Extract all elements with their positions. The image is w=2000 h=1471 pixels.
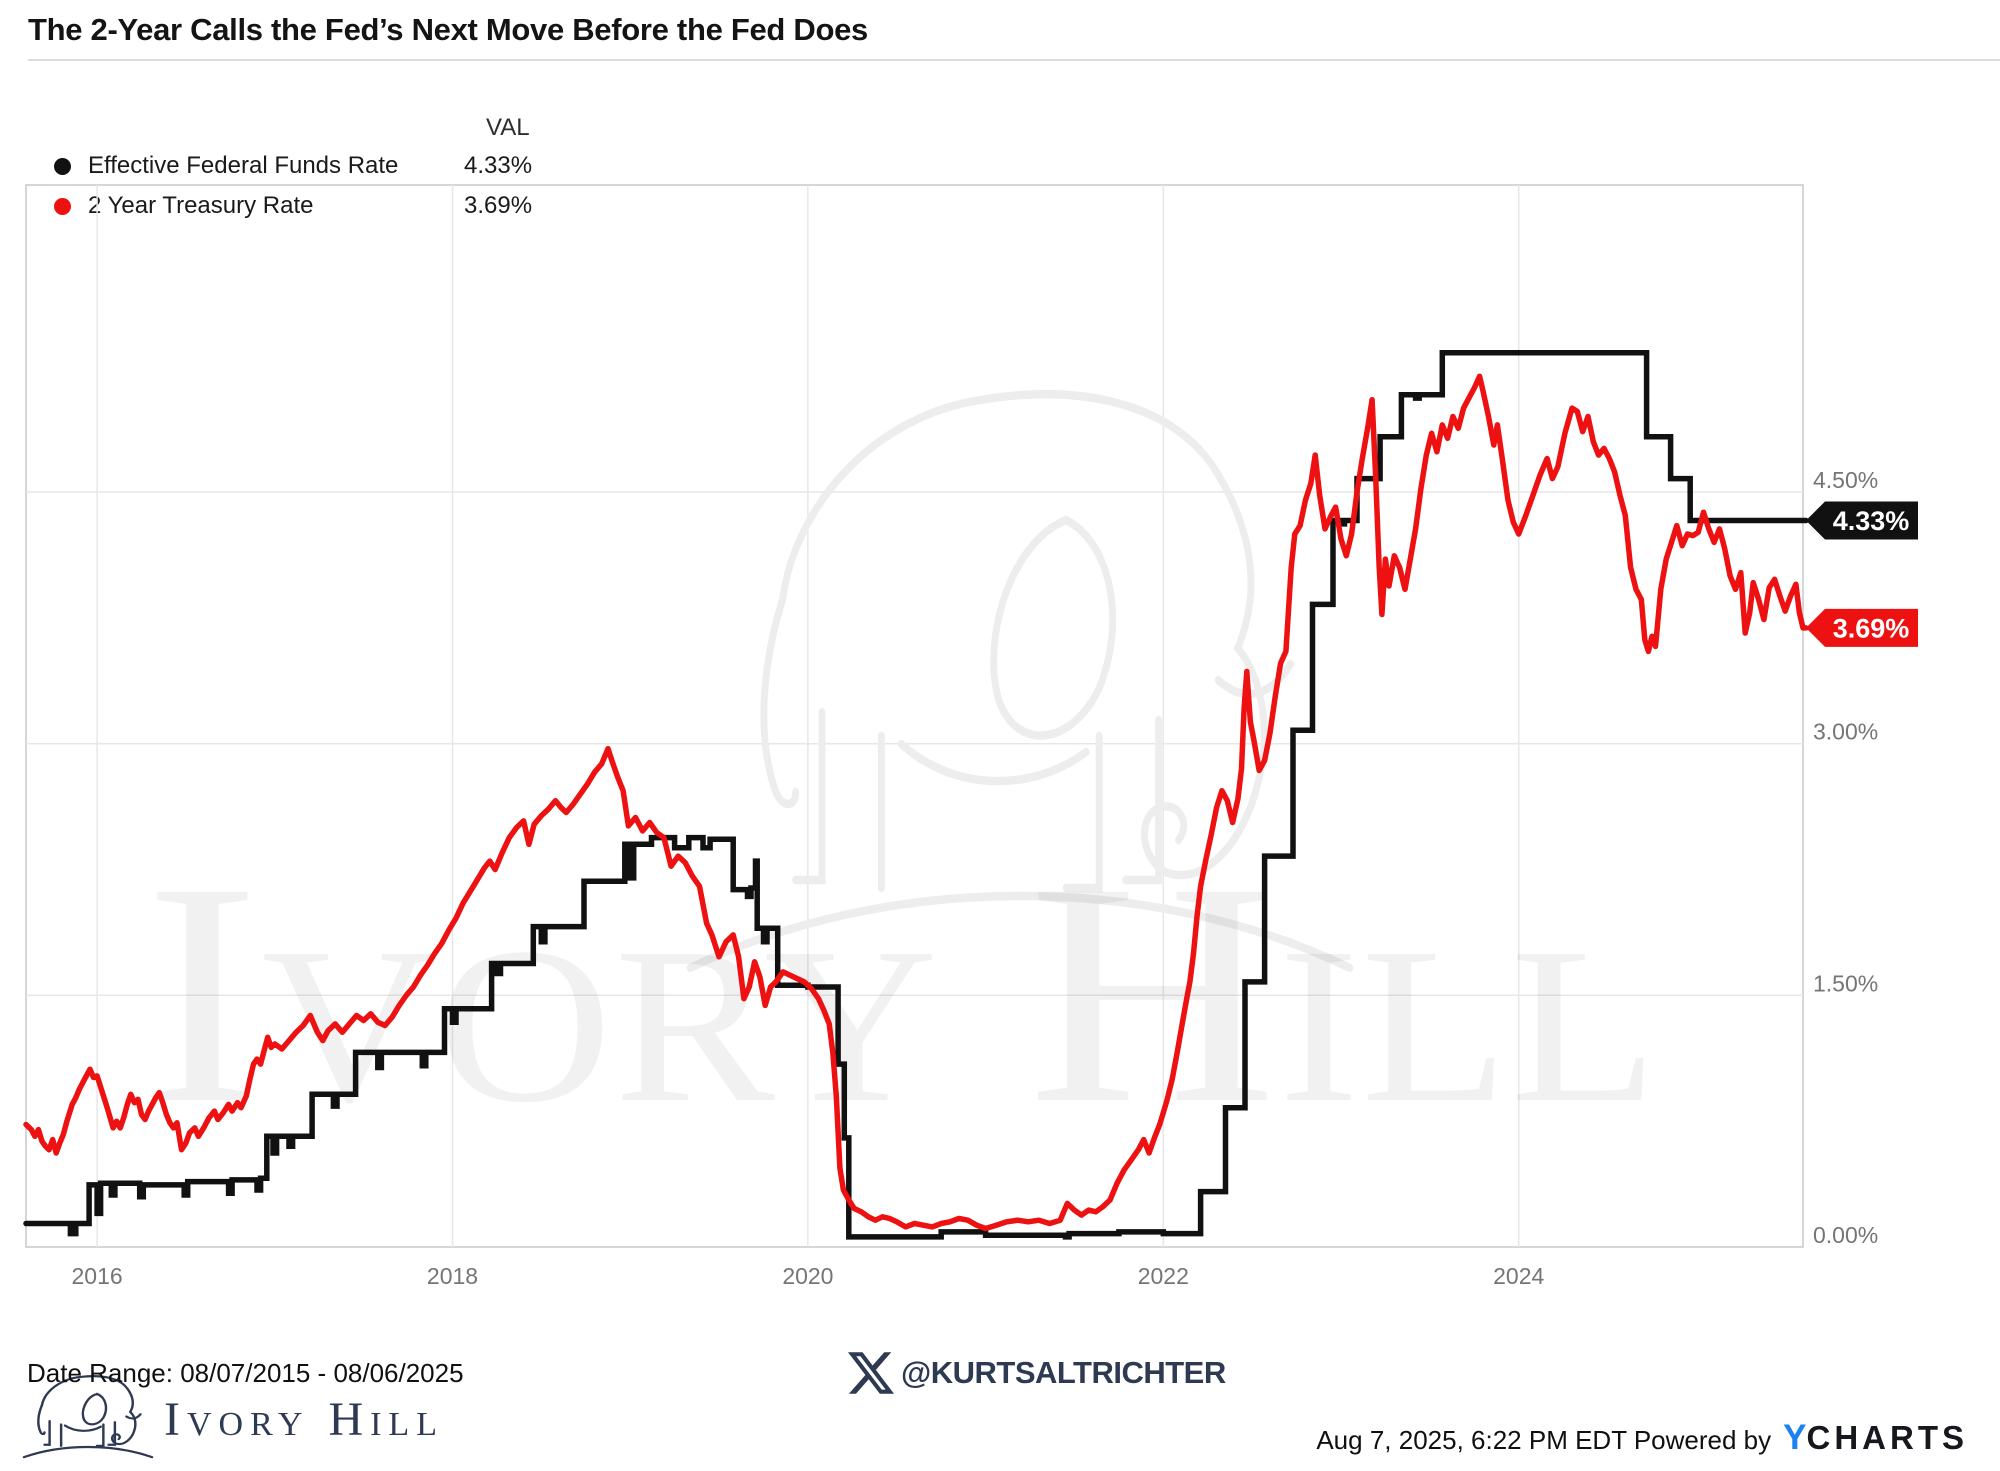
treasury-legend-dot-icon [54,198,71,215]
watermark-text: Ivory Hill [145,817,1660,1169]
value-badges: 4.33% 3.69% [1806,501,1918,647]
watermark: Ivory Hill [145,394,1660,1169]
page-title: The 2-Year Calls the Fed’s Next Move Bef… [28,12,868,47]
x-handle-text: @KURTSALTRICHTER [901,1355,1226,1390]
title-divider [28,59,2000,61]
ycharts-logo-y: Y [1783,1418,1807,1457]
plot-area [25,184,1804,1248]
x-handle: @KURTSALTRICHTER [848,1350,1226,1396]
y-tick-label: 1.50% [1813,970,1878,996]
x-tick-label: 2020 [782,1263,833,1289]
value-badge-label: 4.33% [1833,506,1910,536]
legend-value-column-header: VAL [486,114,530,141]
x-twitter-icon [848,1352,894,1394]
x-tick-label: 2022 [1138,1263,1189,1289]
axis-tick-labels: 2016 2018 2020 2022 2024 0.00% 1.50% 3.00% 4.50% [72,467,1879,1289]
series-line-2yr-treasury [23,373,1809,1232]
y-tick-label: 4.50% [1813,467,1878,493]
effr-legend-dot-icon [54,158,71,175]
brand-name: Ivory Hill [164,1393,444,1446]
series-lines [23,350,1809,1240]
value-badge-2yr-treasury [1806,608,1918,647]
x-tick-label: 2018 [427,1263,478,1289]
y-tick-label: 3.00% [1813,719,1878,745]
series-line-effr [23,350,1809,1240]
y-tick-label: 0.00% [1813,1222,1878,1248]
gridlines [26,185,1803,1247]
timestamp: Aug 7, 2025, 6:22 PM EDT Powered by [1316,1425,1772,1455]
legend-label: Effective Federal Funds Rate [88,152,399,179]
legend-row-2yr: 2 Year Treasury Rate 3.69% [0,192,700,222]
value-badge-label: 3.69% [1833,613,1910,643]
date-range: Date Range: 08/07/2015 - 08/06/2025 [27,1358,464,1388]
legend-row-effr: Effective Federal Funds Rate 4.33% [0,152,700,182]
x-tick-label: 2016 [72,1263,123,1289]
powered-by: Aug 7, 2025, 6:22 PM EDT Powered by Y CH… [1316,1418,1968,1458]
value-badge-effr [1806,501,1918,540]
legend-label: 2 Year Treasury Rate [88,192,314,219]
legend-value: 4.33% [464,152,533,179]
ycharts-logo-text: CHARTS [1806,1419,1968,1456]
x-tick-label: 2024 [1493,1263,1544,1289]
legend-value: 3.69% [464,192,533,219]
